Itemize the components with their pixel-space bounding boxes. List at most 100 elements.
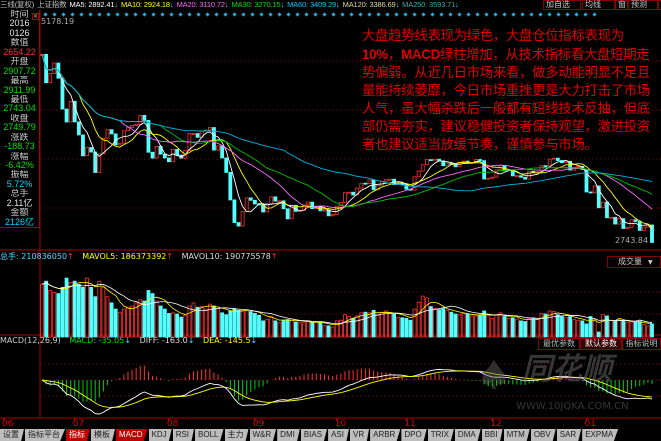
event-marker-icon[interactable] [412,12,417,17]
tab-dmi[interactable]: DMI [277,429,300,441]
optimal-params-button[interactable]: 最优参数 [538,338,580,350]
event-marker-icon[interactable] [547,12,552,17]
event-marker-icon[interactable] [331,12,336,17]
event-marker-icon[interactable] [304,12,309,17]
tab-bbi[interactable]: BBI [481,429,503,441]
toolbar-button-4[interactable]: ⇥ [658,0,661,10]
event-marker-icon[interactable] [259,12,264,17]
event-marker-icon[interactable] [592,12,597,17]
event-marker-icon[interactable] [493,12,498,17]
tab-trix[interactable]: TRIX [427,429,454,441]
event-marker-icon[interactable] [511,12,516,17]
tab-模板[interactable]: 模板 [91,429,115,441]
indicator-help-button[interactable]: 指标说明 [622,338,661,350]
event-marker-icon[interactable] [565,12,570,17]
tab-arbr[interactable]: ARBR [370,429,401,441]
event-marker-icon[interactable] [43,12,48,17]
event-marker-icon[interactable] [151,12,156,17]
indicator-selector[interactable]: 成交量 ▼ [607,256,661,268]
event-marker-icon[interactable] [205,12,210,17]
tab-设置[interactable]: 设置 [0,429,24,441]
tab-obv[interactable]: OBV [530,429,556,441]
event-marker-icon[interactable] [52,12,57,17]
event-marker-icon[interactable] [187,12,192,17]
event-marker-icon[interactable] [583,12,588,17]
event-marker-icon[interactable] [556,12,561,17]
tab-rsi[interactable]: RSI [172,429,195,441]
event-marker-icon[interactable] [124,12,129,17]
toolbar-button-3[interactable]: 预测 [628,0,658,10]
tab-expma[interactable]: EXPMA [582,429,619,441]
event-marker-icon[interactable] [376,12,381,17]
event-marker-icon[interactable] [70,12,75,17]
event-marker-icon[interactable] [430,12,435,17]
event-marker-icon[interactable] [133,12,138,17]
event-marker-icon[interactable] [88,12,93,17]
tab-vr[interactable]: VR [349,429,370,441]
event-marker-icon[interactable] [457,12,462,17]
event-marker-icon[interactable] [61,12,66,17]
event-marker-icon[interactable] [268,12,273,17]
tab-主力[interactable]: 主力 [224,429,249,441]
event-marker-icon[interactable] [385,12,390,17]
candle [482,160,487,180]
candle [134,124,139,126]
tab-sar[interactable]: SAR [556,429,582,441]
event-marker-icon[interactable] [502,12,507,17]
event-marker-icon[interactable] [250,12,255,17]
event-marker-icon[interactable] [340,12,345,17]
event-marker-icon[interactable] [475,12,480,17]
event-marker-icon[interactable] [241,12,246,17]
event-marker-icon[interactable] [286,12,291,17]
tab-w&r[interactable]: W&R [249,429,277,441]
tab-指标[interactable]: 指标 [66,429,90,441]
event-marker-icon[interactable] [448,12,453,17]
event-marker-icon[interactable] [169,12,174,17]
event-marker-icon[interactable] [367,12,372,17]
event-marker-icon[interactable] [529,12,534,17]
event-marker-icon[interactable] [439,12,444,17]
tab-dpo[interactable]: DPO [401,429,427,441]
tab-mtm[interactable]: MTM [503,429,530,441]
event-marker-icon[interactable] [295,12,300,17]
event-marker-icon[interactable] [421,12,426,17]
event-marker-icon[interactable] [358,12,363,17]
event-marker-icon[interactable] [178,12,183,17]
event-marker-icon[interactable] [349,12,354,17]
event-marker-icon[interactable] [232,12,237,17]
event-marker-icon[interactable] [574,12,579,17]
event-marker-icon[interactable] [223,12,228,17]
tab-macd[interactable]: MACD [116,429,148,441]
toolbar-button-1[interactable]: 均线 [582,0,615,10]
event-marker-icon[interactable] [403,12,408,17]
tab-kdj[interactable]: KDJ [148,429,172,441]
event-marker-icon[interactable] [97,12,102,17]
default-params-button[interactable]: 默认参数 [580,338,622,350]
event-marker-icon[interactable] [322,12,327,17]
event-marker-icon[interactable] [484,12,489,17]
event-marker-icon[interactable] [196,12,201,17]
event-marker-icon[interactable] [313,12,318,17]
tab-asi[interactable]: ASI [328,429,349,441]
tab-指标平台[interactable]: 指标平台 [25,429,65,441]
event-marker-icon[interactable] [277,12,282,17]
toolbar-button-2[interactable]: 窗 [615,0,628,10]
event-marker-icon[interactable] [394,12,399,17]
toolbar-button-0[interactable]: 加自选 [543,0,581,10]
event-marker-icon[interactable] [106,12,111,17]
event-marker-icon[interactable] [520,12,525,17]
event-marker-icon[interactable] [79,12,84,17]
event-marker-icon[interactable] [142,12,147,17]
tab-bias[interactable]: BIAS [300,429,328,441]
event-marker-icon[interactable] [115,12,120,17]
event-marker-icon[interactable] [466,12,471,17]
event-marker-icon[interactable] [538,12,543,17]
volume-bar [596,331,601,338]
tab-dma[interactable]: DMA [454,429,481,441]
event-marker-icon[interactable] [160,12,165,17]
tab-boll[interactable]: BOLL [195,429,224,441]
close-icon[interactable]: × [32,13,39,20]
event-marker-icon[interactable] [214,12,219,17]
price-mode[interactable]: 三线(复权) [0,0,35,9]
